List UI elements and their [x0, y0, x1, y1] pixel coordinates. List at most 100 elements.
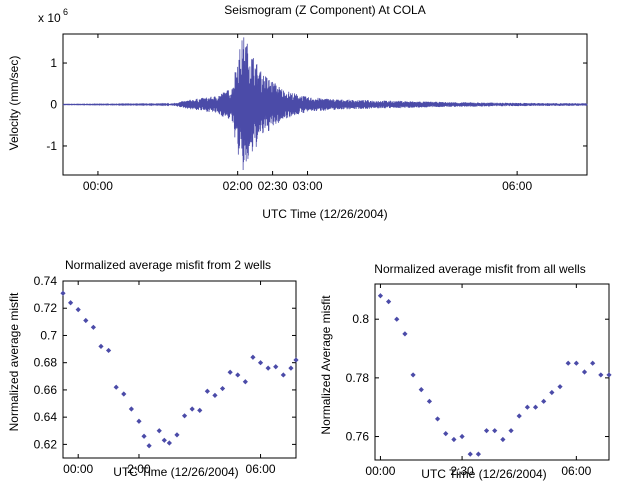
data-point	[386, 299, 392, 305]
y-tick-label: 0.7	[40, 328, 57, 342]
data-point	[288, 365, 294, 371]
y-tick-label: 0.72	[34, 301, 58, 315]
y-tick-label: 0.64	[34, 410, 58, 424]
data-point	[189, 406, 195, 412]
data-point	[156, 428, 162, 434]
data-point	[394, 316, 400, 322]
data-point	[161, 437, 167, 443]
y-tick-label: 0.62	[34, 437, 58, 451]
data-point	[141, 433, 147, 439]
seismogram-xlabel: UTC Time (12/26/2004)	[262, 207, 387, 221]
data-point	[475, 451, 481, 457]
data-point	[235, 372, 241, 378]
data-point	[113, 384, 119, 390]
x-tick-label: 02:30	[258, 179, 288, 193]
data-point	[273, 364, 279, 370]
data-point	[250, 354, 256, 360]
seismogram-panel: Seismogram (Z Component) At COLA x 10 6 …	[7, 3, 588, 221]
data-point	[581, 369, 588, 375]
data-point	[204, 388, 210, 394]
seismogram-ylabel: Velocity (mm/sec)	[7, 56, 21, 151]
data-point	[98, 343, 104, 349]
data-point	[443, 431, 449, 437]
misfit-2-wells-title: Normalized average misfit from 2 wells	[65, 258, 271, 272]
data-point	[257, 360, 264, 366]
misfit-all-wells-panel: Normalized average misfit from all wells…	[319, 262, 612, 481]
data-point	[606, 372, 612, 378]
y-tick-label: 0.74	[34, 274, 58, 288]
data-point	[508, 428, 514, 434]
misfit-2-wells-panel: Normalized average misfit from 2 wells N…	[7, 258, 299, 479]
data-point	[67, 300, 74, 306]
y-tick-label: 0.68	[34, 356, 58, 370]
data-point	[565, 360, 571, 366]
data-point	[60, 290, 66, 296]
data-point	[83, 317, 89, 324]
data-point	[418, 387, 424, 393]
data-point	[181, 413, 188, 419]
y-tick-label: 0	[50, 98, 57, 112]
data-point	[426, 398, 433, 404]
data-point	[242, 379, 248, 385]
data-point	[265, 365, 271, 371]
data-point	[174, 432, 180, 438]
data-point	[90, 324, 96, 330]
data-point	[573, 360, 579, 366]
misfit-2-wells-plot-area	[62, 280, 297, 459]
seismogram-trace	[62, 37, 588, 171]
data-point	[459, 433, 465, 440]
data-point	[146, 443, 152, 449]
seismogram-title: Seismogram (Z Component) At COLA	[224, 3, 425, 17]
data-point	[557, 384, 563, 390]
x-tick-label: 00:00	[365, 464, 395, 478]
misfit-2-wells-ylabel: Normalized average misfit	[7, 292, 21, 431]
misfit-all-wells-ylabel: Normalized Average misfit	[319, 295, 333, 435]
y-tick-label: 0.78	[346, 371, 370, 385]
x-tick-label: 2:30	[450, 464, 474, 478]
x-tick-label: 06:00	[561, 464, 591, 478]
x-tick-label: 06:00	[502, 179, 532, 193]
data-point	[541, 398, 547, 404]
data-point	[500, 436, 506, 443]
y-exponent-value: 6	[63, 7, 68, 17]
y-tick-label: -1	[46, 139, 57, 153]
data-point	[483, 428, 490, 434]
data-point	[197, 407, 203, 413]
x-tick-label: 03:00	[293, 179, 323, 193]
data-point	[524, 404, 530, 410]
data-point	[467, 451, 473, 457]
x-tick-label: 2:00	[127, 462, 151, 476]
data-point	[75, 306, 81, 313]
data-point	[451, 436, 457, 443]
data-point	[549, 389, 555, 396]
y-tick-label: 0.8	[352, 312, 369, 326]
data-point	[166, 440, 172, 446]
data-point	[434, 416, 441, 422]
data-point	[532, 404, 539, 410]
y-tick-label: 1	[50, 56, 57, 70]
data-point	[516, 413, 522, 419]
misfit-all-wells-title: Normalized average misfit from all wells	[374, 262, 585, 276]
misfit-all-wells-plot-area	[374, 283, 610, 461]
x-tick-label: 00:00	[63, 462, 93, 476]
data-point	[121, 391, 127, 397]
y-tick-label: 0.66	[34, 383, 58, 397]
data-point	[219, 385, 226, 392]
data-point	[128, 406, 134, 412]
data-point	[136, 418, 142, 424]
x-tick-label: 02:00	[223, 179, 253, 193]
data-point	[377, 293, 384, 299]
x-tick-label: 06:00	[246, 462, 276, 476]
data-point	[590, 360, 596, 366]
data-point	[598, 372, 604, 378]
data-point	[410, 372, 416, 378]
data-point	[402, 331, 408, 337]
data-point	[227, 369, 233, 375]
y-exponent-label: x 10	[38, 11, 61, 25]
data-point	[105, 347, 112, 354]
data-point	[293, 357, 299, 363]
data-point	[280, 372, 286, 378]
y-tick-label: 0.76	[346, 430, 370, 444]
misfit-all-wells-xlabel: UTC Time (12/26/2004)	[421, 467, 546, 481]
